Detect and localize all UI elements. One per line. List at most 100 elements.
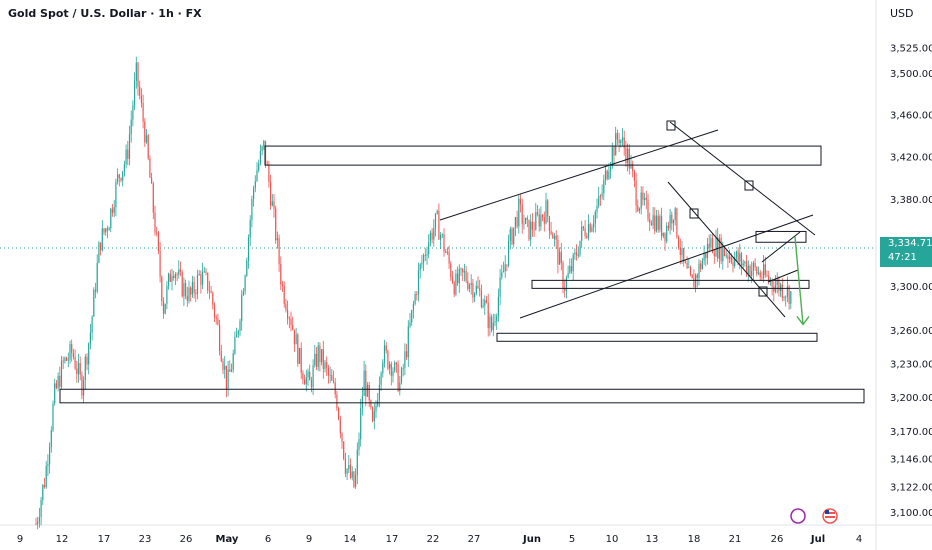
y-tick-label: 3,122.00 [890, 482, 932, 493]
candle-body [620, 140, 622, 144]
candle-body [613, 147, 615, 156]
candle-body [463, 270, 465, 273]
candle-body [446, 252, 448, 253]
candle-body [426, 254, 428, 256]
candle-body [538, 214, 540, 227]
candle-body [457, 273, 459, 284]
candle-body [178, 269, 180, 275]
candle-body [67, 359, 69, 361]
candle-body [577, 255, 579, 256]
candle-body [400, 368, 403, 383]
candle-body [210, 291, 212, 293]
candle-body [713, 253, 715, 257]
candle-body [453, 282, 455, 295]
candle-body [676, 208, 678, 237]
candle-body [280, 264, 282, 285]
candle-body [86, 356, 88, 365]
candle-body [678, 236, 680, 248]
candle-body [89, 332, 91, 344]
candle-body [253, 188, 255, 200]
candle-body [771, 279, 773, 287]
candle-body [275, 208, 277, 241]
candle-body [94, 289, 97, 292]
candle-body [127, 149, 129, 159]
candle-body [310, 380, 312, 388]
candle-body [657, 215, 659, 230]
candle-body [140, 95, 142, 103]
candle-body [118, 174, 120, 179]
candle-body [672, 219, 675, 224]
candle-body [492, 322, 494, 331]
candle-body [455, 273, 457, 295]
candle-body [552, 233, 554, 239]
candle-body [739, 253, 741, 262]
candle-body [474, 293, 476, 298]
candle-body [227, 369, 229, 389]
candle-body [764, 264, 766, 276]
candle-body [360, 408, 362, 440]
candle-body [451, 277, 454, 283]
candle-body [346, 468, 348, 474]
candle-body [271, 201, 273, 206]
candle-body [368, 384, 370, 401]
candle-body [355, 475, 357, 487]
candle-body [652, 215, 654, 226]
candle-body [450, 263, 452, 278]
candle-body [542, 214, 544, 218]
candle-body [190, 287, 192, 295]
y-tick-label: 3,146.00 [890, 455, 932, 466]
candle-body [261, 146, 263, 152]
candle-body [363, 370, 365, 396]
y-tick-label: 3,230.00 [890, 359, 932, 370]
candle-body [412, 304, 414, 311]
candle-body [655, 215, 658, 232]
candle-body [217, 318, 219, 325]
candle-body [637, 205, 639, 211]
pivot-marker [758, 286, 768, 297]
candle-body [49, 447, 51, 464]
candle-body [173, 275, 175, 278]
x-tick-label: 9 [17, 534, 23, 545]
candle-body [72, 353, 74, 357]
candle-body [640, 192, 642, 209]
candle-body [732, 262, 734, 266]
candle-body [237, 330, 239, 335]
candle-body [513, 227, 515, 245]
rising-channel-upper [439, 129, 719, 221]
candle-body [440, 234, 442, 240]
candle-body [494, 321, 496, 323]
candle-body [458, 268, 460, 284]
candle-body [562, 262, 564, 289]
candle-body [477, 285, 479, 289]
candle-body [122, 171, 124, 181]
candle-body [157, 232, 159, 251]
x-tick-label: 4 [856, 534, 862, 545]
candle-body [130, 119, 132, 135]
candle-body [543, 217, 545, 224]
candle-body [246, 260, 248, 276]
candle-body [88, 343, 90, 365]
candle-body [259, 151, 261, 164]
x-tick-label: 21 [729, 534, 742, 545]
candle-body [115, 181, 117, 208]
candle-body [479, 288, 481, 291]
candle-body [496, 316, 498, 322]
candle-body [273, 201, 275, 209]
candle-body [644, 197, 646, 201]
candle-body [317, 345, 319, 368]
descending-wedge-upper [669, 121, 816, 236]
candle-body [270, 182, 272, 206]
candle-body [358, 439, 360, 450]
candle-body [526, 217, 528, 220]
candle-body [213, 304, 216, 317]
candle-body [528, 219, 530, 240]
candle-body [200, 274, 202, 285]
candle-body [424, 255, 426, 256]
candle-body [548, 216, 550, 232]
candle-body [701, 260, 703, 270]
candle-body [618, 139, 620, 144]
candle-body [581, 226, 583, 241]
x-tick-label: 17 [98, 534, 111, 545]
candle-body [397, 364, 399, 392]
